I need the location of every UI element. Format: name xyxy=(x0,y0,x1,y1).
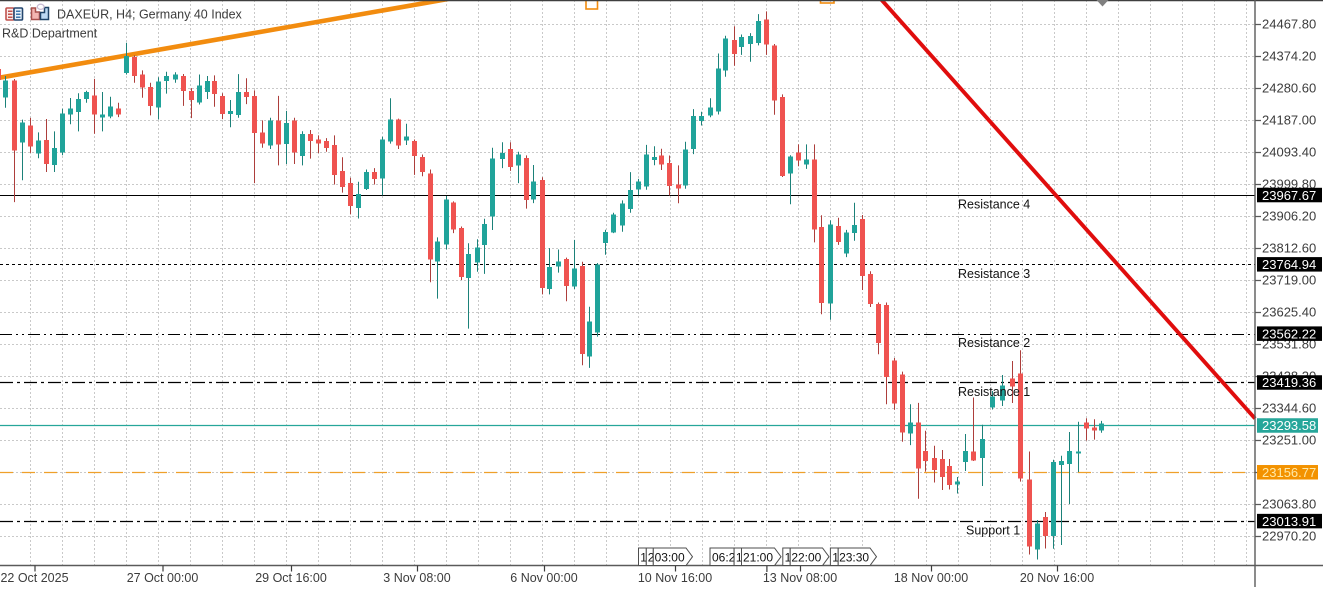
svg-text:23013.91: 23013.91 xyxy=(1262,514,1316,529)
svg-text:R&D Department: R&D Department xyxy=(2,27,98,41)
svg-text:10 Nov 16:00: 10 Nov 16:00 xyxy=(638,571,712,585)
svg-text:23906.20: 23906.20 xyxy=(1262,209,1316,224)
svg-text:2: 2 xyxy=(648,551,655,565)
svg-text:Support 1: Support 1 xyxy=(966,524,1020,538)
svg-text:22970.20: 22970.20 xyxy=(1262,529,1316,544)
svg-text:1: 1 xyxy=(832,551,839,565)
svg-text:23719.00: 23719.00 xyxy=(1262,273,1316,288)
svg-text:23812.60: 23812.60 xyxy=(1262,241,1316,256)
svg-text:20 Nov 16:00: 20 Nov 16:00 xyxy=(1020,571,1094,585)
svg-text:23:30: 23:30 xyxy=(839,551,869,565)
svg-text:Resistance 1: Resistance 1 xyxy=(958,385,1030,399)
svg-text:Resistance 3: Resistance 3 xyxy=(958,267,1030,281)
svg-text:23063.80: 23063.80 xyxy=(1262,497,1316,512)
svg-text:18 Nov 00:00: 18 Nov 00:00 xyxy=(894,571,968,585)
svg-text:24280.60: 24280.60 xyxy=(1262,81,1316,96)
svg-text:21:00: 21:00 xyxy=(743,551,773,565)
svg-text:06:2: 06:2 xyxy=(712,551,736,565)
svg-text:23419.36: 23419.36 xyxy=(1262,375,1316,390)
svg-text:27 Oct 00:00: 27 Oct 00:00 xyxy=(127,571,199,585)
svg-text:23251.00: 23251.00 xyxy=(1262,433,1316,448)
svg-text:1: 1 xyxy=(736,551,743,565)
svg-text:22 Oct 2025: 22 Oct 2025 xyxy=(0,571,68,585)
svg-text:13 Nov 08:00: 13 Nov 08:00 xyxy=(763,571,837,585)
svg-text:23293.58: 23293.58 xyxy=(1262,418,1316,433)
svg-text:24374.20: 24374.20 xyxy=(1262,49,1316,64)
svg-text:Resistance 4: Resistance 4 xyxy=(958,197,1030,211)
svg-text:3 Nov 08:00: 3 Nov 08:00 xyxy=(383,571,450,585)
svg-text:23967.67: 23967.67 xyxy=(1262,188,1316,203)
svg-text:6 Nov 00:00: 6 Nov 00:00 xyxy=(510,571,577,585)
svg-text:23344.60: 23344.60 xyxy=(1262,401,1316,416)
svg-text:03:00: 03:00 xyxy=(655,551,685,565)
svg-text:29 Oct 16:00: 29 Oct 16:00 xyxy=(255,571,327,585)
svg-text:22:00: 22:00 xyxy=(791,551,821,565)
svg-text:24093.40: 24093.40 xyxy=(1262,145,1316,160)
svg-text:23156.77: 23156.77 xyxy=(1262,465,1316,480)
svg-text:23625.40: 23625.40 xyxy=(1262,305,1316,320)
svg-text:24467.80: 24467.80 xyxy=(1262,17,1316,32)
svg-text:24187.00: 24187.00 xyxy=(1262,113,1316,128)
svg-text:1: 1 xyxy=(640,551,647,565)
svg-text:DAXEUR, H4; Germany 40 Index: DAXEUR, H4; Germany 40 Index xyxy=(57,8,243,22)
svg-text:Resistance 2: Resistance 2 xyxy=(958,336,1030,350)
svg-text:23562.22: 23562.22 xyxy=(1262,326,1316,341)
svg-text:23764.94: 23764.94 xyxy=(1262,257,1316,272)
svg-text:1: 1 xyxy=(785,551,792,565)
